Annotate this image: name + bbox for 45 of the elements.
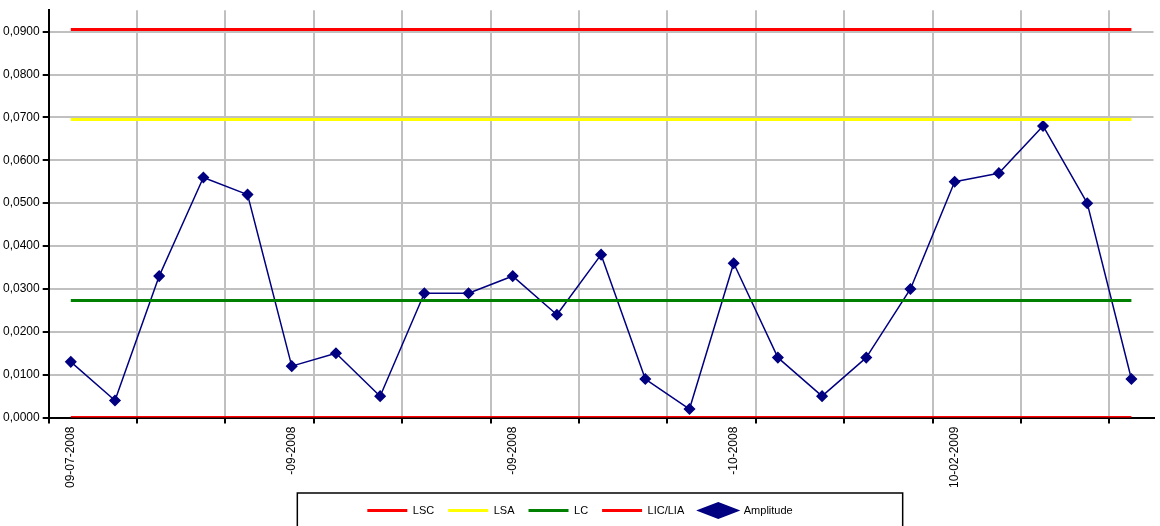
point (816, 390, 828, 402)
point (286, 360, 298, 372)
point (860, 351, 872, 364)
point (418, 287, 431, 299)
legend-label: LSA (493, 503, 516, 516)
point (551, 308, 563, 321)
point (1081, 197, 1093, 209)
x-tick-label: 09-07-2008 (63, 426, 78, 489)
y-tick-label: 0,0700 (3, 109, 41, 124)
y-tick-label: 0,0500 (3, 195, 41, 210)
point (462, 287, 475, 299)
point (772, 351, 784, 364)
y-tick-label: 0,0200 (3, 324, 41, 339)
x-tick-label: -09-2008 (284, 426, 299, 475)
point (595, 248, 607, 261)
point (639, 373, 652, 385)
point (153, 270, 165, 282)
point (109, 394, 121, 407)
point (1125, 373, 1138, 385)
legend-label: Amplitude (743, 503, 793, 516)
point (993, 167, 1005, 179)
point (65, 356, 77, 368)
point (241, 188, 254, 201)
point (948, 175, 961, 188)
point (683, 403, 696, 415)
y-tick-label: 0,0000 (3, 409, 41, 424)
legend-label: LIC/LIA (647, 503, 685, 516)
legend-label: LC (574, 503, 589, 516)
y-tick-label: 0,0800 (3, 66, 41, 81)
y-tick-label: 0,0100 (3, 367, 41, 382)
x-tick-label: -09-2008 (505, 426, 520, 475)
point (197, 171, 210, 184)
legend-label: LSC (412, 503, 435, 516)
y-tick-label: 0,0400 (3, 238, 41, 253)
y-tick-label: 0,0300 (3, 281, 41, 296)
point (904, 283, 917, 295)
point (1037, 120, 1049, 132)
y-tick-label: 0,0600 (3, 152, 41, 167)
point (727, 257, 740, 269)
x-tick-label: -10-2008 (725, 426, 740, 475)
y-tick-label: 0,0900 (3, 23, 41, 38)
point (506, 270, 519, 282)
x-tick-label: 10-02-2009 (946, 426, 961, 489)
point (330, 347, 342, 360)
point (374, 390, 386, 402)
